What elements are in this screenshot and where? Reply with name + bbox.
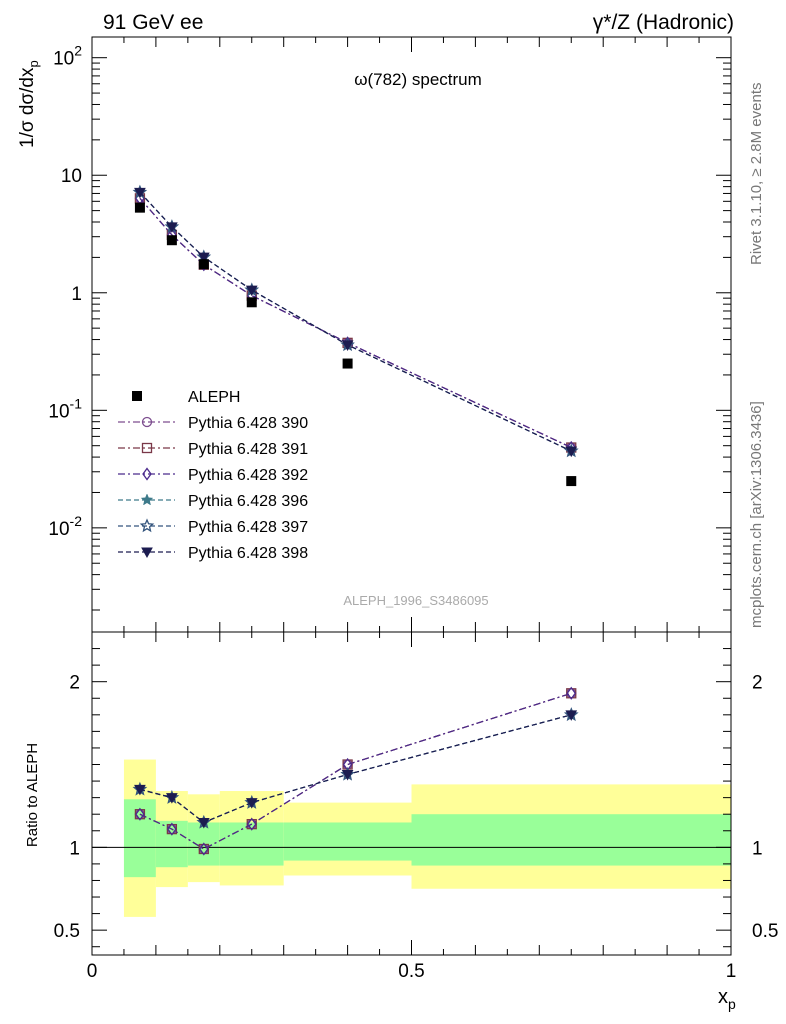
ratio-tick-label: 1: [752, 838, 763, 859]
series-point: [134, 187, 146, 199]
data-point: [246, 297, 257, 308]
y-tick-label-exp: -1: [70, 395, 83, 411]
x-tick-label: 1: [726, 961, 737, 982]
x-tick-label: 0.5: [398, 961, 424, 982]
series-ratio-point: [566, 686, 577, 700]
legend-marker: [142, 467, 152, 481]
series-ratio-point: [199, 842, 209, 856]
series-point: [197, 252, 210, 264]
y-axis-label-sub: p: [26, 60, 41, 67]
y-axis-label-main: 1/σ dσ/dx: [17, 67, 38, 148]
series-line: [139, 197, 572, 449]
series-line: [139, 197, 572, 449]
x-tick-label: 0: [87, 961, 98, 982]
legend-marker: [141, 547, 153, 559]
series-ratio-line: [139, 714, 572, 824]
data-point: [342, 358, 353, 369]
legend-marker: [141, 416, 153, 428]
series-ratio-point: [245, 798, 258, 809]
y-tick-label: 10: [61, 166, 82, 187]
series-ratio-point: [197, 817, 210, 829]
y-tick-label: 102: [53, 43, 82, 70]
series-point: [341, 340, 354, 351]
ratio-band-inner: [283, 822, 412, 861]
y-axis-label: 1/σ dσ/dxp: [17, 60, 41, 148]
y-tick-label: 10-2: [48, 513, 82, 540]
series-ratio-point: [167, 822, 177, 836]
y-tick-label-exp: -2: [70, 513, 83, 529]
legend-label: Pythia 6.428 390: [188, 415, 308, 432]
series-ratio-point: [135, 807, 145, 821]
ratio-band-inner: [411, 814, 731, 866]
series-ratio-point: [246, 817, 257, 831]
legend-label: Pythia 6.428 391: [188, 441, 308, 458]
series-ratio-point: [565, 710, 578, 721]
y-tick-label: 10-1: [48, 395, 82, 422]
series-line: [139, 191, 572, 452]
legend-marker: [140, 493, 154, 506]
legend-marker: [139, 518, 155, 533]
series-line: [139, 191, 572, 452]
data-point: [566, 476, 577, 487]
watermark: ALEPH_1996_S3486095: [343, 593, 488, 608]
ratio-band-inner: [155, 820, 188, 868]
series-point: [166, 222, 178, 233]
series-ratio-point: [166, 793, 178, 804]
legend-label: ALEPH: [188, 389, 240, 406]
series-point: [565, 446, 578, 458]
x-axis-label-main: x: [718, 986, 728, 1008]
y-tick-label-base: 10: [53, 49, 74, 70]
ratio-axis-label: Ratio to ALEPH: [24, 743, 41, 847]
series-ratio-point: [341, 769, 354, 781]
data-point: [166, 235, 177, 246]
header-left: 91 GeV ee: [103, 11, 203, 34]
ratio-tick-label: 1: [69, 838, 80, 859]
x-axis-label: xp: [718, 986, 736, 1012]
rivet-label: Rivet 3.1.10, ≥ 2.8M events: [748, 83, 765, 266]
series-ratio-point: [134, 784, 146, 796]
ratio-tick-label: 2: [752, 673, 763, 694]
x-axis-label-sub: p: [728, 996, 736, 1012]
y-tick-label-exp: 2: [74, 43, 82, 59]
series-ratio-point: [566, 688, 577, 699]
legend-label: Pythia 6.428 396: [188, 493, 308, 510]
y-tick-label: 1: [71, 284, 82, 305]
data-point: [134, 202, 145, 213]
ratio-band-inner: [123, 799, 156, 878]
legend-marker: [141, 442, 153, 454]
legend-label: Pythia 6.428 392: [188, 467, 308, 484]
y-tick-label-base: 10: [48, 519, 69, 540]
y-tick-label-base: 10: [48, 401, 69, 422]
mcplots-label: mcplots.cern.ch [arXiv:1306.3436]: [748, 401, 765, 628]
chart-title: ω(782) spectrum: [354, 70, 482, 89]
data-point: [198, 259, 209, 270]
legend-data-marker: [132, 391, 142, 401]
series-line: [139, 191, 572, 452]
legend-label: Pythia 6.428 397: [188, 519, 308, 536]
legend-label: Pythia 6.428 398: [188, 545, 308, 562]
series-line: [139, 197, 572, 449]
upper-panel-frame: [91, 36, 732, 633]
ratio-tick-label: 0.5: [752, 921, 778, 942]
series-point: [245, 285, 258, 297]
ratio-tick-label: 2: [69, 673, 80, 694]
header-right: γ*/Z (Hadronic): [593, 11, 734, 34]
ratio-tick-label: 0.5: [54, 921, 80, 942]
